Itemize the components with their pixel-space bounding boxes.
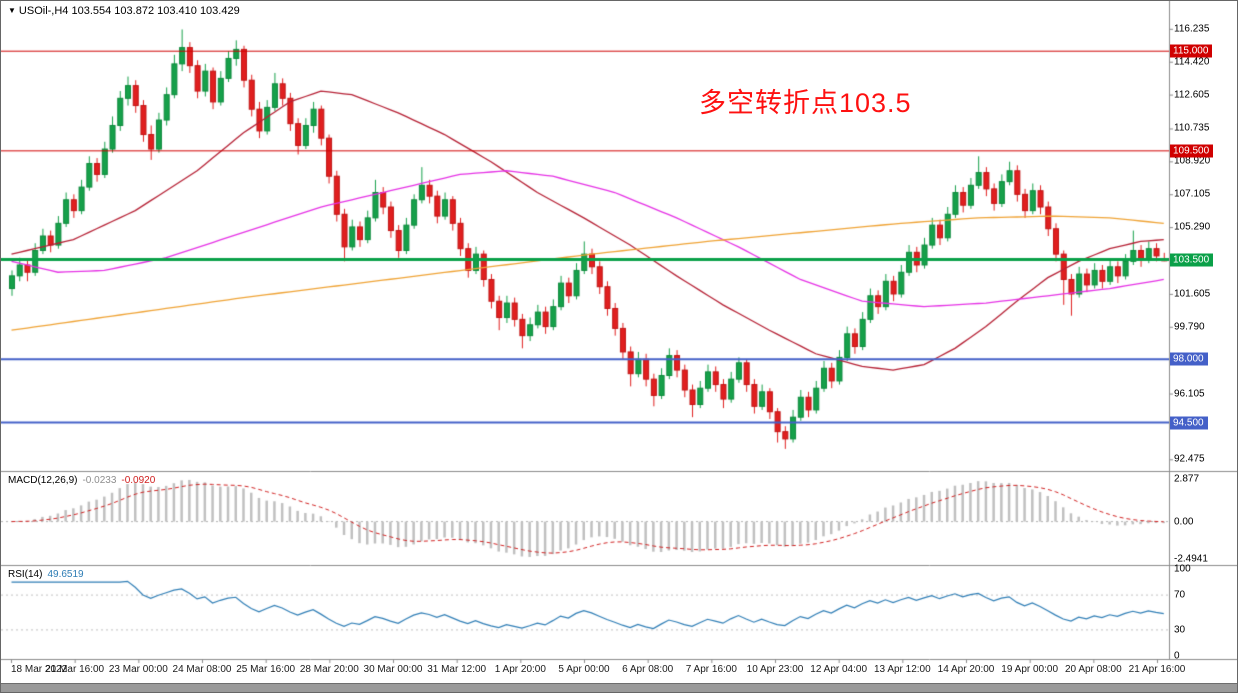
- macd-scale-zero: 0.00: [1174, 516, 1194, 528]
- rsi-indicator-label: RSI(14) 49.6519: [8, 569, 84, 580]
- time-axis-label: 25 Mar 16:00: [236, 664, 296, 675]
- y-axis-tick-label: 107.105: [1174, 188, 1211, 200]
- horizontal-scrollbar[interactable]: [1, 683, 1237, 692]
- y-axis-tick-label: 105.290: [1174, 221, 1211, 233]
- price-level-tag: 103.500: [1170, 253, 1214, 267]
- time-axis-label: 5 Apr 00:00: [558, 664, 610, 675]
- time-axis-label: 21 Apr 16:00: [1128, 664, 1186, 675]
- symbol-ohlc-text: USOil-,H4 103.554 103.872 103.410 103.42…: [18, 5, 240, 17]
- time-axis-label: 14 Apr 20:00: [937, 664, 995, 675]
- symbol-dropdown-icon[interactable]: ▼: [8, 6, 16, 15]
- price-level-tag: 94.500: [1170, 416, 1208, 430]
- rsi-scale-label: 100: [1174, 563, 1191, 575]
- y-axis-tick-label: 96.105: [1174, 388, 1205, 400]
- time-axis-label: 19 Apr 00:00: [1001, 664, 1059, 675]
- y-axis-tick-label: 114.420: [1174, 56, 1210, 68]
- macd-scale-top: 2.877: [1174, 473, 1200, 485]
- macd-name: MACD(12,26,9): [8, 475, 78, 486]
- time-axis-label: 1 Apr 20:00: [494, 664, 546, 675]
- time-axis-label: 18 Mar 2022: [11, 664, 68, 675]
- rsi-scale-label: 70: [1174, 589, 1186, 601]
- time-axis-label: 23 Mar 00:00: [108, 664, 168, 675]
- y-axis-tick-label: 112.605: [1174, 89, 1210, 101]
- y-axis-tick-label: 92.475: [1174, 453, 1205, 465]
- time-axis-label: 30 Mar 00:00: [363, 664, 423, 675]
- time-axis-label: 31 Mar 12:00: [427, 664, 487, 675]
- y-axis-tick-label: 108.920: [1174, 155, 1211, 167]
- rsi-value: 49.6519: [47, 569, 84, 580]
- time-axis-label: 6 Apr 08:00: [622, 664, 674, 675]
- time-axis-label: 24 Mar 08:00: [172, 664, 232, 675]
- y-axis-tick-label: 110.735: [1174, 122, 1210, 134]
- time-axis-label: 21 Mar 16:00: [45, 664, 105, 675]
- time-axis-label: 20 Apr 08:00: [1064, 664, 1122, 675]
- time-axis-label: 12 Apr 04:00: [810, 664, 868, 675]
- macd-main-value: -0.0233: [82, 475, 117, 486]
- y-axis-tick-label: 116.235: [1174, 23, 1210, 35]
- price-level-tag: 98.000: [1170, 352, 1208, 366]
- price-level-tag: 115.000: [1170, 44, 1213, 58]
- macd-signal-value: -0.0920: [121, 475, 156, 486]
- rsi-scale-label: 30: [1174, 624, 1186, 636]
- time-axis-label: 10 Apr 23:00: [746, 664, 804, 675]
- time-axis-label: 13 Apr 12:00: [873, 664, 931, 675]
- y-axis-tick-label: 101.605: [1174, 288, 1211, 300]
- time-axis-label: 7 Apr 16:00: [685, 664, 737, 675]
- symbol-title: ▼ USOil-,H4 103.554 103.872 103.410 103.4…: [8, 5, 240, 17]
- rsi-name: RSI(14): [8, 569, 43, 580]
- macd-indicator-label: MACD(12,26,9) -0.0233 -0.0920: [8, 475, 155, 486]
- price-level-tag: 109.500: [1170, 144, 1214, 158]
- chart-annotation-text[interactable]: 多空转折点103.5: [699, 88, 912, 118]
- y-axis-tick-label: 99.790: [1174, 321, 1205, 333]
- time-axis-label: 28 Mar 20:00: [299, 664, 359, 675]
- rsi-scale-label: 0: [1174, 650, 1180, 662]
- macd-scale-bottom: -2.4941: [1174, 553, 1208, 565]
